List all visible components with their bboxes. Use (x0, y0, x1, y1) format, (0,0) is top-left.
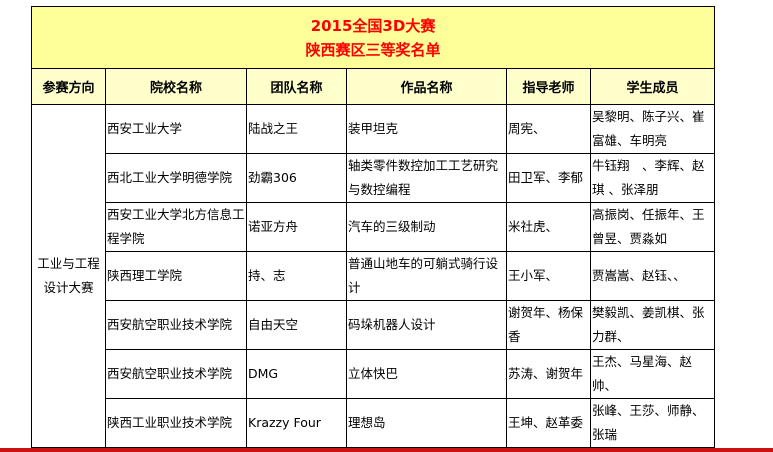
teacher-cell: 苏涛、谢贺年 (506, 349, 591, 399)
teacher-cell: 米社虎、 (506, 202, 591, 252)
school-cell: 陕西工业职业技术学院 (105, 398, 247, 448)
table-row: 西北工业大学明德学院 劲霸306 轴类零件数控加工工艺研究与数控编程 田卫军、李… (32, 153, 716, 203)
team-cell: 持、志 (246, 251, 347, 301)
school-cell: 陕西理工学院 (105, 251, 247, 301)
table-row: 西安航空职业技术学院 自由天空 码垛机器人设计 谢贺年、杨保香 樊毅凯、姜凯棋、… (32, 300, 716, 350)
team-cell: 劲霸306 (246, 153, 347, 203)
table-row: 陕西工业职业技术学院 Krazzy Four 理想岛 王坤、赵革委 张峰、王莎、… (32, 398, 716, 448)
award-table: 2015全国3D大赛 陕西赛区三等奖名单 参赛方向 院校名称 团队名称 作品名称… (30, 6, 716, 448)
teacher-cell: 周宪、 (506, 104, 591, 154)
work-cell: 轴类零件数控加工工艺研究与数控编程 (346, 153, 507, 203)
team-cell: 自由天空 (246, 300, 347, 350)
students-cell: 高振岗、任振年、王曾昱、贾淼如 (589, 202, 716, 252)
table-row: 西安航空职业技术学院 DMG 立体快巴 苏涛、谢贺年 王杰、马星海、赵帅、 (32, 349, 716, 399)
header-students: 学生成员 (589, 68, 716, 105)
work-cell: 立体快巴 (346, 349, 507, 399)
header-work: 作品名称 (346, 68, 507, 105)
students-cell: 樊毅凯、姜凯棋、张力群、 (589, 300, 716, 350)
work-cell: 汽车的三级制动 (346, 202, 507, 252)
school-cell: 西安航空职业技术学院 (105, 349, 247, 399)
table-row: 工业与工程设计大赛 西安工业大学 陆战之王 装甲坦克 周宪、 吴黎明、陈子兴、崔… (31, 104, 716, 448)
school-cell: 西北工业大学明德学院 (105, 153, 247, 203)
title-row: 2015全国3D大赛 陕西赛区三等奖名单 (30, 6, 716, 69)
work-cell: 普通山地车的可躺式骑行设计 (346, 251, 507, 301)
header-direction: 参赛方向 (31, 68, 106, 105)
students-cell: 王杰、马星海、赵帅、 (589, 349, 716, 399)
team-cell: DMG (246, 349, 347, 399)
team-cell: 陆战之王 (246, 104, 347, 154)
students-cell: 张峰、王莎、师静、张瑞 (589, 398, 716, 448)
school-cell: 西安工业大学北方信息工程学院 (105, 202, 247, 252)
table-row: 陕西理工学院 持、志 普通山地车的可躺式骑行设计 王小军、 贾嵩嵩、赵钰、、 (32, 251, 716, 301)
teacher-cell: 谢贺年、杨保香 (506, 300, 591, 350)
teacher-cell: 王坤、赵革委 (506, 398, 591, 448)
header-row: 参赛方向 院校名称 团队名称 作品名称 指导老师 学生成员 (31, 68, 716, 105)
table-row: 西安工业大学北方信息工程学院 诺亚方舟 汽车的三级制动 米社虎、 高振岗、任振年… (32, 202, 716, 252)
team-cell: 诺亚方舟 (246, 202, 347, 252)
bottom-red-bar (0, 448, 773, 452)
work-cell: 理想岛 (346, 398, 507, 448)
title-line-1: 2015全国3D大赛 (310, 16, 436, 35)
team-cell: Krazzy Four (246, 398, 347, 448)
work-cell: 装甲坦克 (346, 104, 507, 154)
school-cell: 西安航空职业技术学院 (105, 300, 247, 350)
work-cell: 码垛机器人设计 (346, 300, 507, 350)
school-cell: 西安工业大学 (105, 104, 247, 154)
table-title: 2015全国3D大赛 陕西赛区三等奖名单 (30, 6, 716, 69)
header-team: 团队名称 (246, 68, 347, 105)
teacher-cell: 王小军、 (506, 251, 591, 301)
students-cell: 吴黎明、陈子兴、崔富雄、车明亮 (589, 104, 716, 154)
teacher-cell: 田卫军、李郁 (506, 153, 591, 203)
header-teacher: 指导老师 (506, 68, 591, 105)
title-line-2: 陕西赛区三等奖名单 (305, 40, 441, 59)
header-school: 院校名称 (105, 68, 247, 105)
students-cell: 贾嵩嵩、赵钰、、 (589, 251, 716, 301)
category-cell: 工业与工程设计大赛 (31, 104, 106, 448)
students-cell: 牛钰翔 、李辉、赵琪 、张泽朋 (589, 153, 716, 203)
